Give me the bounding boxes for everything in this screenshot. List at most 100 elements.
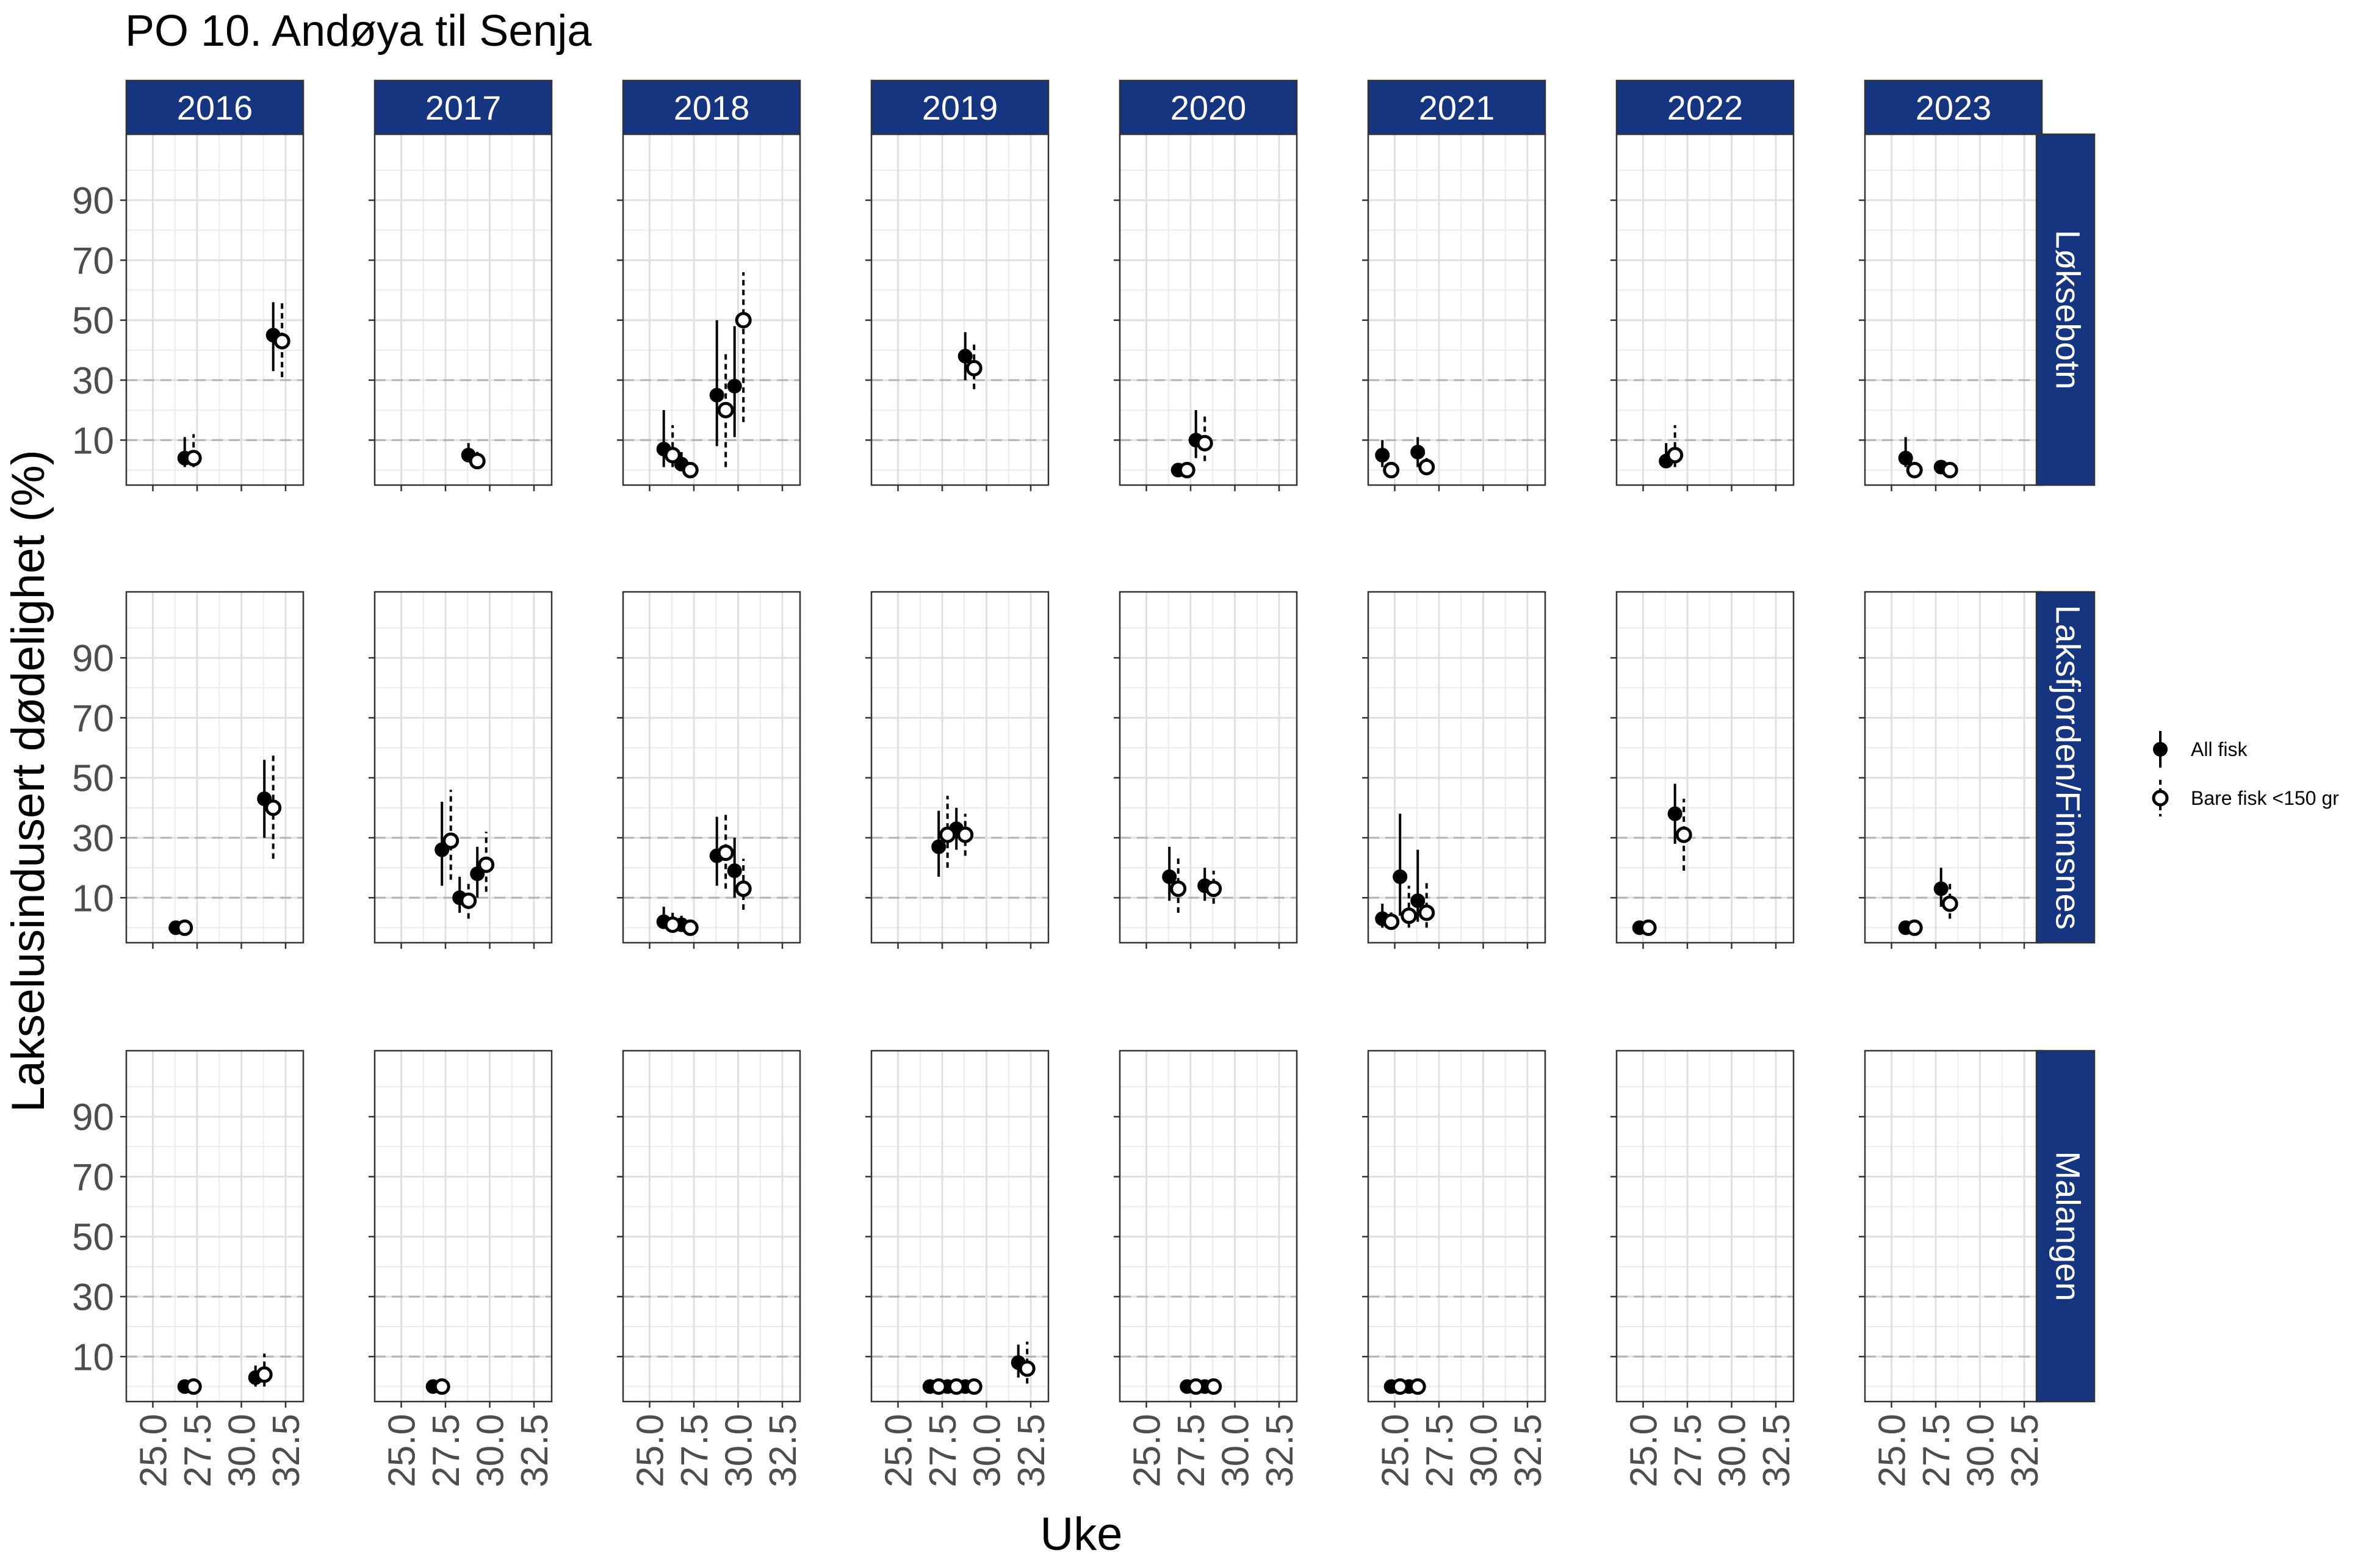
chart-title: PO 10. Andøya til Senja [125, 7, 592, 56]
open-circle-marker [1383, 913, 1400, 931]
strip-background [373, 79, 553, 135]
data-point-all-fish [727, 326, 742, 437]
legend-filled-circle-icon [2153, 742, 2168, 757]
data-point-all-fish [1933, 868, 1949, 907]
panel-background [1617, 134, 1794, 485]
x-tick-label: 30.0 [1712, 1414, 1754, 1488]
zone-strip: Løksebotn [2035, 133, 2096, 486]
data-point-under-150g [185, 434, 202, 467]
x-tick-label: 25.0 [1872, 1414, 1914, 1488]
panel-background [871, 592, 1048, 943]
open-circle-marker [717, 844, 734, 862]
y-tick-label: 10 [72, 420, 114, 462]
data-point-all-fish [1375, 440, 1390, 467]
x-tick-label: 32.5 [1259, 1414, 1301, 1488]
data-point-under-150g [1196, 416, 1213, 461]
year-strip: 2023 [1864, 79, 2043, 135]
zone-strip-label: Laksfjorden/Finnsnes [2049, 605, 2088, 929]
x-tick-label: 25.0 [1375, 1414, 1417, 1488]
y-tick-label: 50 [72, 300, 114, 342]
x-tick-label: 30.0 [222, 1414, 264, 1488]
filled-circle-marker [727, 378, 742, 394]
y-tick-label: 50 [72, 758, 114, 800]
open-circle-marker [1667, 447, 1684, 464]
year-strip-label: 2016 [177, 88, 253, 127]
data-point-under-150g [735, 859, 752, 910]
filled-circle-marker [1667, 806, 1682, 821]
open-circle-marker [957, 826, 974, 843]
legend-label: All fisk [2191, 738, 2248, 760]
data-point-under-150g [265, 754, 282, 859]
data-point-under-150g [1640, 919, 1657, 936]
data-point-all-fish [1410, 849, 1426, 922]
x-tick-label: 25.0 [630, 1414, 672, 1488]
panel-border [622, 591, 801, 944]
facet-panel: 25.0 27.5 30.0 32.5 [617, 1050, 804, 1488]
open-circle-marker [1188, 1378, 1205, 1395]
facet-panel: 25.0 27.5 30.0 32.5 [369, 1050, 556, 1488]
open-circle-marker [1383, 461, 1400, 478]
data-point-under-150g [1170, 855, 1187, 913]
x-tick-label: 27.5 [1916, 1414, 1958, 1488]
data-point-under-150g [1418, 879, 1435, 928]
open-circle-marker [460, 892, 477, 909]
year-strip: 2017 [373, 79, 553, 135]
data-point-under-150g [1391, 1378, 1408, 1395]
panel-background [1617, 592, 1794, 943]
year-strip: 2018 [622, 79, 801, 135]
panel-border [1119, 591, 1298, 944]
open-circle-marker [478, 856, 495, 873]
y-tick-label: 50 [72, 1217, 114, 1259]
open-circle-marker [1205, 1378, 1222, 1395]
panel-border [1615, 1050, 1795, 1403]
open-circle-marker [442, 832, 460, 849]
strip-background [1615, 79, 1795, 135]
open-circle-marker [1906, 461, 1923, 478]
data-point-under-150g [256, 1353, 273, 1387]
open-circle-marker [1178, 461, 1195, 478]
open-circle-marker [1401, 907, 1418, 924]
data-point-under-150g [1383, 909, 1400, 931]
year-strip: 2022 [1615, 79, 1795, 135]
open-circle-marker [1640, 919, 1657, 936]
data-point-under-150g [1205, 871, 1222, 904]
open-circle-marker [469, 453, 486, 470]
y-tick-label: 70 [72, 240, 114, 282]
year-strip-label: 2020 [1170, 88, 1247, 127]
year-strip: 2021 [1367, 79, 1546, 135]
data-point-all-fish [709, 320, 724, 447]
panel-border [373, 591, 553, 944]
data-point-all-fish [461, 443, 476, 463]
strip-background [125, 79, 305, 135]
data-point-under-150g [939, 796, 956, 868]
data-point-under-150g [469, 449, 486, 470]
x-tick-label: 30.0 [1463, 1414, 1506, 1488]
y-tick-label: 90 [72, 1096, 114, 1139]
data-point-under-150g [1941, 461, 1958, 478]
open-circle-marker [273, 333, 290, 350]
facet-panel [1114, 133, 1298, 491]
strip-background [2035, 133, 2096, 486]
facet-panel [617, 591, 801, 949]
facet-panel [1362, 591, 1546, 949]
data-point-under-150g [176, 919, 193, 936]
x-tick-label: 32.5 [762, 1414, 804, 1488]
open-circle-marker [717, 401, 734, 419]
y-tick-label: 70 [72, 697, 114, 740]
panel-background [375, 134, 552, 485]
data-point-under-150g [735, 272, 752, 422]
open-circle-marker [1196, 434, 1213, 452]
data-point-under-150g [1178, 461, 1195, 478]
filled-circle-marker [1410, 893, 1426, 909]
data-point-all-fish [1898, 437, 1913, 467]
strip-background [2035, 1050, 2096, 1403]
data-point-under-150g [717, 813, 734, 889]
open-circle-marker [735, 312, 752, 329]
panel-border [125, 1050, 305, 1403]
open-circle-marker [433, 1378, 450, 1395]
facet-panel: 10 30 50 70 90 25.0 27.5 30.0 32.5 [72, 1050, 308, 1488]
open-circle-marker [965, 1378, 983, 1395]
panel-background [1865, 134, 2042, 485]
